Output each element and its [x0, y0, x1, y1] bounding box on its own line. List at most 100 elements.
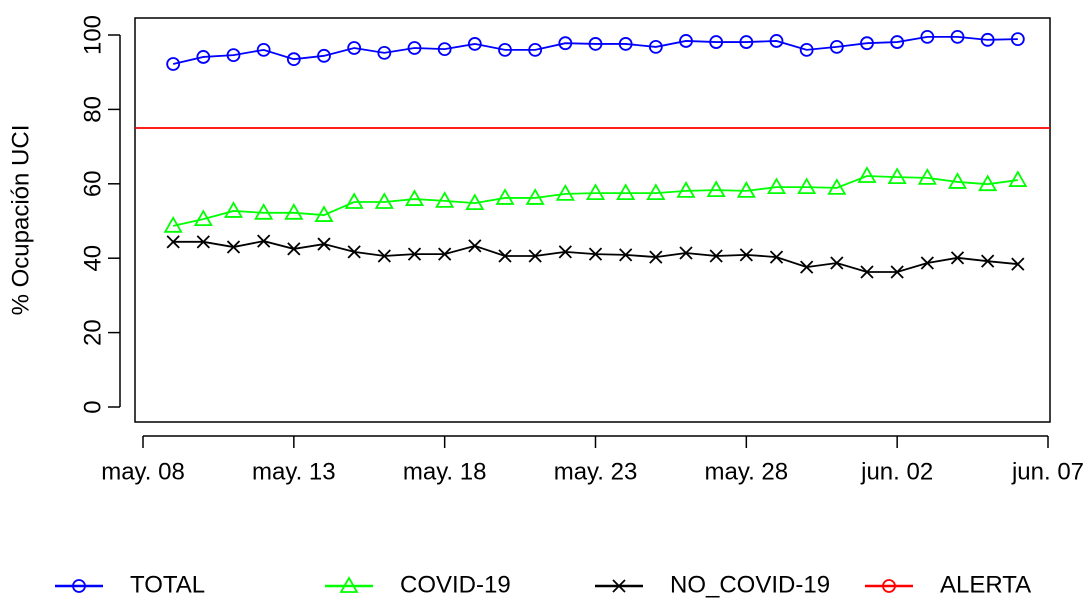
- data-point: [314, 205, 334, 222]
- data-point: [525, 188, 545, 205]
- data-point: [676, 181, 696, 198]
- data-point: [438, 247, 452, 261]
- y-tick-label: 40: [79, 245, 106, 272]
- data-point: [407, 247, 422, 261]
- data-point: [736, 181, 756, 198]
- data-point: [347, 41, 362, 55]
- data-point: [797, 177, 817, 195]
- data-point: [226, 240, 241, 254]
- data-point: [739, 248, 753, 262]
- data-point: [766, 177, 787, 195]
- legend-marker: [882, 579, 896, 593]
- data-point: [317, 237, 331, 251]
- data-point: [196, 235, 210, 249]
- legend-label: NO_COVID-19: [670, 571, 830, 598]
- data-point: [196, 50, 211, 64]
- data-point: [646, 183, 666, 200]
- data-point: [649, 250, 663, 264]
- series-line: [172, 35, 1018, 65]
- data-point: [223, 201, 244, 218]
- data-point: [917, 168, 937, 185]
- legend-label: COVID-19: [400, 571, 511, 598]
- data-point: [347, 245, 361, 259]
- data-point: [890, 265, 904, 279]
- data-point: [829, 40, 844, 54]
- data-point: [498, 42, 512, 57]
- data-point: [407, 41, 422, 55]
- data-point: [860, 265, 874, 279]
- data-point: [739, 35, 754, 49]
- data-point: [980, 32, 995, 47]
- data-point: [679, 34, 693, 48]
- legend-label: TOTAL: [130, 571, 205, 598]
- data-point: [679, 246, 693, 260]
- data-point: [769, 250, 784, 264]
- legend-marker: [339, 576, 359, 593]
- x-tick-label: jun. 07: [1011, 458, 1084, 485]
- data-point: [950, 251, 965, 265]
- legend-marker: [72, 579, 86, 593]
- data-point: [830, 256, 844, 270]
- data-point: [166, 235, 180, 249]
- data-point: [555, 184, 575, 201]
- data-point: [616, 183, 636, 200]
- data-point: [377, 249, 391, 263]
- y-tick-label: 80: [79, 96, 106, 123]
- data-point: [404, 189, 425, 206]
- data-point: [166, 57, 181, 71]
- data-point: [588, 247, 603, 261]
- data-point: [528, 249, 542, 263]
- data-point: [950, 29, 965, 44]
- data-point: [1010, 32, 1025, 46]
- data-point: [495, 188, 515, 205]
- series-line: [173, 240, 1018, 273]
- data-point: [374, 192, 394, 209]
- data-point: [467, 37, 482, 51]
- y-axis-label: % Ocupación UCI: [7, 125, 34, 316]
- data-point: [827, 178, 847, 195]
- data-point: [286, 52, 301, 67]
- data-point: [468, 239, 482, 253]
- x-tick-label: may. 08: [101, 458, 185, 485]
- data-point: [437, 42, 452, 57]
- data-point: [377, 45, 392, 60]
- data-point: [256, 42, 271, 57]
- y-tick-label: 100: [79, 15, 106, 55]
- x-tick-label: may. 13: [252, 458, 336, 485]
- data-point: [1008, 170, 1028, 187]
- data-point: [435, 191, 455, 208]
- data-point: [287, 242, 301, 256]
- data-point: [920, 256, 934, 270]
- data-point: [890, 35, 905, 49]
- data-point: [709, 35, 724, 49]
- data-point: [558, 245, 572, 259]
- x-tick-label: may. 18: [403, 458, 487, 485]
- data-point: [857, 166, 877, 183]
- data-point: [978, 174, 998, 192]
- data-point: [465, 193, 485, 211]
- legend-marker: [612, 579, 626, 593]
- x-tick-label: may. 23: [554, 458, 638, 485]
- data-point: [800, 260, 814, 274]
- series-line: [172, 175, 1018, 227]
- data-point: [981, 254, 995, 268]
- data-point: [1011, 257, 1025, 271]
- data-point: [226, 48, 241, 62]
- data-point: [947, 172, 968, 189]
- data-point: [706, 180, 726, 198]
- data-point: [163, 216, 183, 233]
- y-tick-label: 0: [79, 400, 106, 413]
- data-point: [887, 167, 907, 185]
- data-point: [558, 36, 573, 51]
- data-point: [193, 209, 213, 227]
- data-point: [618, 37, 633, 51]
- data-point: [588, 37, 603, 51]
- data-point: [254, 203, 274, 220]
- data-point: [257, 234, 271, 248]
- data-point: [344, 192, 364, 209]
- data-point: [585, 183, 606, 200]
- data-point: [619, 248, 633, 262]
- data-point: [648, 40, 663, 54]
- legend-label: ALERTA: [940, 571, 1031, 598]
